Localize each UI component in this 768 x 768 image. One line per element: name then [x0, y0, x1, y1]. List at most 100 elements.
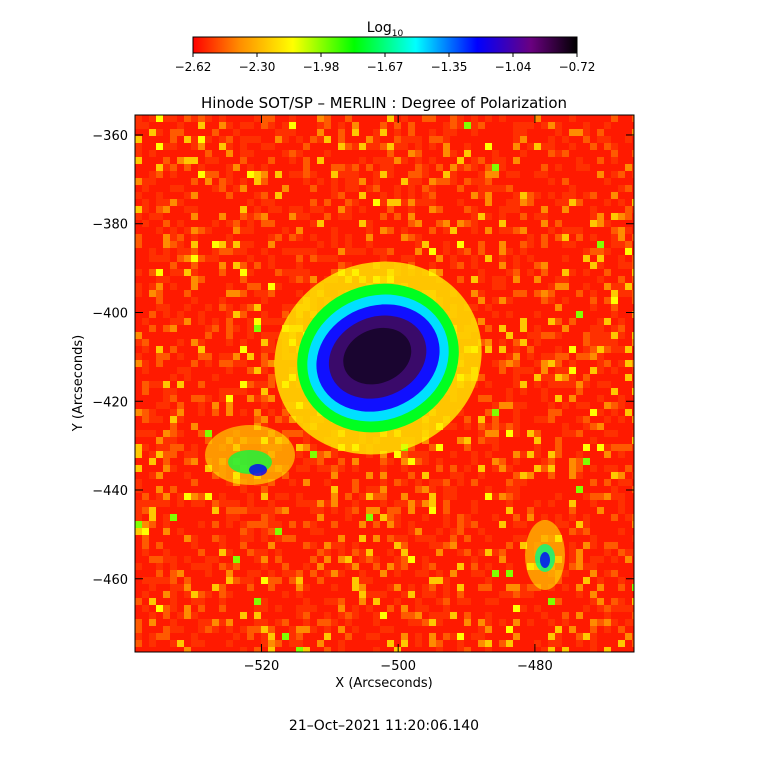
heatmap-cell — [590, 479, 597, 486]
heatmap-cell — [506, 423, 513, 430]
heatmap-cell — [478, 318, 485, 325]
heatmap-cell — [450, 423, 457, 430]
heatmap-cell — [562, 227, 569, 234]
heatmap-cell — [191, 395, 198, 402]
heatmap-cell — [625, 283, 632, 290]
heatmap-cell — [275, 535, 282, 542]
heatmap-cell — [303, 626, 310, 633]
heatmap-cell — [282, 633, 289, 640]
heatmap-cell — [562, 297, 569, 304]
heatmap-cell — [562, 199, 569, 206]
heatmap-cell — [240, 528, 247, 535]
heatmap-cell — [212, 241, 219, 248]
heatmap-cell — [534, 444, 541, 451]
heatmap-cell — [443, 227, 450, 234]
heatmap-cell — [422, 486, 429, 493]
heatmap-cell — [611, 367, 618, 374]
heatmap-cell — [345, 185, 352, 192]
heatmap-cell — [422, 185, 429, 192]
heatmap-cell — [401, 115, 408, 122]
heatmap-cell — [149, 178, 156, 185]
heatmap-cell — [401, 605, 408, 612]
heatmap-cell — [149, 290, 156, 297]
heatmap-cell — [268, 521, 275, 528]
heatmap-cell — [478, 633, 485, 640]
heatmap-cell — [541, 262, 548, 269]
heatmap-cell — [149, 514, 156, 521]
heatmap-cell — [366, 143, 373, 150]
heatmap-cell — [177, 409, 184, 416]
heatmap-cell — [226, 640, 233, 647]
heatmap-cell — [191, 633, 198, 640]
heatmap-cell — [555, 220, 562, 227]
heatmap-cell — [604, 493, 611, 500]
heatmap-cell — [177, 500, 184, 507]
heatmap-cell — [562, 647, 569, 652]
heatmap-cell — [387, 115, 394, 122]
heatmap-cell — [387, 584, 394, 591]
heatmap-cell — [170, 598, 177, 605]
heatmap-cell — [191, 451, 198, 458]
heatmap-cell — [380, 122, 387, 129]
heatmap-cell — [394, 143, 401, 150]
heatmap-cell — [191, 213, 198, 220]
heatmap-cell — [240, 185, 247, 192]
heatmap-cell — [282, 269, 289, 276]
heatmap-cell — [632, 437, 634, 444]
heatmap-cell — [163, 241, 170, 248]
heatmap-cell — [310, 570, 317, 577]
heatmap-cell — [310, 605, 317, 612]
heatmap-cell — [625, 241, 632, 248]
heatmap-cell — [310, 276, 317, 283]
heatmap-cell — [408, 472, 415, 479]
heatmap-cell — [212, 500, 219, 507]
heatmap-cell — [611, 402, 618, 409]
heatmap-cell — [135, 563, 142, 570]
heatmap-cell — [618, 332, 625, 339]
heatmap-cell — [191, 115, 198, 122]
heatmap-cell — [527, 255, 534, 262]
heatmap-cell — [352, 626, 359, 633]
heatmap-cell — [499, 283, 506, 290]
heatmap-cell — [338, 542, 345, 549]
heatmap-cell — [555, 444, 562, 451]
heatmap-cell — [177, 570, 184, 577]
heatmap-cell — [163, 514, 170, 521]
heatmap-cell — [142, 528, 149, 535]
heatmap-cell — [275, 206, 282, 213]
heatmap-cell — [457, 115, 464, 122]
heatmap-cell — [415, 458, 422, 465]
heatmap-cell — [352, 584, 359, 591]
heatmap-cell — [611, 332, 618, 339]
heatmap-cell — [212, 619, 219, 626]
heatmap-cell — [450, 227, 457, 234]
heatmap-cell — [324, 612, 331, 619]
heatmap-cell — [562, 353, 569, 360]
heatmap-cell — [198, 640, 205, 647]
heatmap-cell — [513, 199, 520, 206]
heatmap-cell — [471, 122, 478, 129]
heatmap-cell — [247, 584, 254, 591]
heatmap-cell — [478, 122, 485, 129]
heatmap-cell — [268, 584, 275, 591]
heatmap-cell — [156, 115, 163, 122]
heatmap-cell — [303, 458, 310, 465]
heatmap-cell — [499, 185, 506, 192]
heatmap-cell — [485, 535, 492, 542]
heatmap-cell — [303, 612, 310, 619]
heatmap-cell — [401, 535, 408, 542]
heatmap-cell — [408, 213, 415, 220]
heatmap-cell — [310, 444, 317, 451]
heatmap-cell — [541, 206, 548, 213]
colorbar-ticks: −2.62 −2.30 −1.98 −1.67 −1.35 −1.04 −0.72 — [175, 53, 595, 74]
heatmap-cell — [380, 199, 387, 206]
heatmap-cell — [184, 318, 191, 325]
heatmap-cell — [142, 381, 149, 388]
heatmap-cell — [527, 451, 534, 458]
heatmap-cell — [338, 626, 345, 633]
heatmap-cell — [310, 199, 317, 206]
heatmap-cell — [198, 500, 205, 507]
heatmap-cell — [149, 325, 156, 332]
heatmap-cell — [555, 129, 562, 136]
heatmap-cell — [345, 248, 352, 255]
